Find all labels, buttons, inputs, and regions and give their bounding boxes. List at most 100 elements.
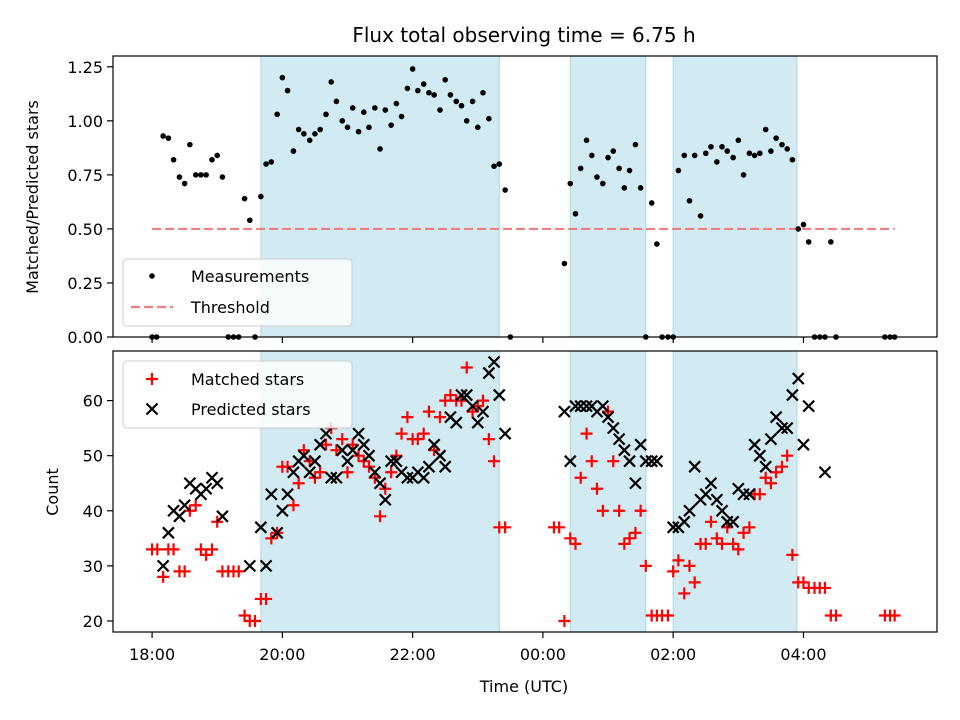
measurement-point xyxy=(409,66,416,72)
bottom-panel-x-ticks: 18:00 20:00 22:00 00:00 02:00 04:00 xyxy=(129,632,827,664)
x-axis-label: Time (UTC) xyxy=(479,677,568,696)
bottom-panel-legend: Matched stars Predicted stars xyxy=(122,360,353,429)
x-tick-label: 04:00 xyxy=(780,645,826,664)
x-tick-label: 00:00 xyxy=(520,645,566,664)
matched-star-point xyxy=(678,587,691,600)
predicted-star-point xyxy=(699,487,713,501)
predicted-star-point xyxy=(710,493,724,507)
measurement-point xyxy=(675,167,682,174)
matched-star-point xyxy=(433,411,446,424)
matched-star-point xyxy=(580,427,593,440)
measurement-point xyxy=(442,76,449,83)
predicted-star-point xyxy=(173,510,186,523)
predicted-star-point xyxy=(319,427,333,440)
predicted-star-point xyxy=(818,465,832,479)
predicted-star-point xyxy=(417,471,430,485)
matched-star-point xyxy=(249,614,262,627)
matched-star-point xyxy=(292,477,305,490)
legend-matched-marker xyxy=(146,373,158,385)
predicted-star-point xyxy=(677,515,691,529)
y-tick-label: 40 xyxy=(83,502,103,521)
predicted-star-point xyxy=(460,388,473,402)
measurement-point xyxy=(773,135,779,141)
measurement-point xyxy=(349,105,356,111)
predicted-star-point xyxy=(162,526,175,540)
predicted-star-point xyxy=(379,493,392,507)
legend-measurements-marker xyxy=(149,273,155,279)
predicted-star-point xyxy=(308,454,322,468)
measurement-point xyxy=(420,81,427,87)
predicted-star-point xyxy=(433,449,447,462)
predicted-star-point xyxy=(346,443,359,457)
matched-star-point xyxy=(320,438,333,451)
predicted-star-point xyxy=(666,521,680,534)
predicted-star-point xyxy=(759,460,772,473)
matched-star-point xyxy=(499,521,512,534)
predicted-star-point xyxy=(297,449,311,462)
predicted-star-point xyxy=(748,438,761,451)
matched-star-point xyxy=(374,510,387,523)
measurement-point xyxy=(426,89,432,96)
measurement-point xyxy=(176,174,183,180)
predicted-star-point xyxy=(303,465,316,479)
y-tick-label: 0.00 xyxy=(67,328,103,347)
predicted-star-point xyxy=(775,421,789,435)
measurement-point xyxy=(393,100,400,107)
matched-star-point xyxy=(759,471,772,484)
predicted-star-point xyxy=(336,443,349,457)
matched-star-point xyxy=(770,466,783,479)
matched-star-point xyxy=(200,548,213,561)
measurement-point xyxy=(697,213,704,219)
measurement-point xyxy=(366,124,372,131)
measurement-point xyxy=(486,115,492,122)
measurement-point xyxy=(740,172,747,178)
matched-star-point xyxy=(629,526,642,539)
y-tick-label: 0.50 xyxy=(67,220,103,239)
observing-interval-shade xyxy=(673,56,797,337)
matched-star-point xyxy=(764,477,777,490)
measurement-point xyxy=(323,111,329,118)
observing-interval-shade xyxy=(570,56,646,337)
predicted-star-point xyxy=(629,476,642,490)
predicted-star-point xyxy=(580,399,593,413)
matched-star-point xyxy=(775,460,788,473)
predicted-star-point xyxy=(791,372,805,385)
measurement-point xyxy=(686,198,693,204)
measurement-point xyxy=(795,226,802,232)
matched-star-point xyxy=(683,559,696,572)
legend-plus-glyph xyxy=(146,373,158,385)
predicted-star-point xyxy=(704,476,718,490)
measurement-point xyxy=(209,156,215,163)
y-tick-label: 0.75 xyxy=(67,166,103,185)
matched-star-point xyxy=(178,565,191,578)
matched-star-point xyxy=(585,455,598,468)
top-panel-x-ticks xyxy=(151,337,805,343)
predicted-star-point xyxy=(254,521,268,534)
x-tick-label: 22:00 xyxy=(390,645,436,664)
predicted-star-point xyxy=(743,487,756,501)
measurement-point xyxy=(263,161,269,167)
predicted-star-point xyxy=(450,416,463,429)
predicted-star-point xyxy=(764,432,778,446)
measurement-point xyxy=(561,260,568,267)
measurement-point xyxy=(800,221,807,228)
x-tick-label: 20:00 xyxy=(259,645,305,664)
predicted-star-point xyxy=(471,416,485,429)
matched-star-point xyxy=(699,537,712,550)
predicted-star-point xyxy=(650,454,664,468)
measurement-point xyxy=(187,141,193,148)
matched-star-point xyxy=(157,570,170,583)
predicted-star-point xyxy=(384,454,398,468)
top-legend-box xyxy=(122,258,353,327)
measurement-point xyxy=(437,107,443,113)
measurement-point xyxy=(779,141,785,148)
measurement-point xyxy=(360,109,367,115)
matched-star-point xyxy=(422,405,435,418)
matched-star-point xyxy=(330,444,343,457)
matched-star-point xyxy=(189,499,202,512)
matched-star-point xyxy=(341,466,354,479)
predicted-star-point xyxy=(287,465,300,479)
matched-star-point xyxy=(818,581,831,594)
matched-star-point xyxy=(232,565,245,578)
matched-star-point xyxy=(661,609,674,622)
